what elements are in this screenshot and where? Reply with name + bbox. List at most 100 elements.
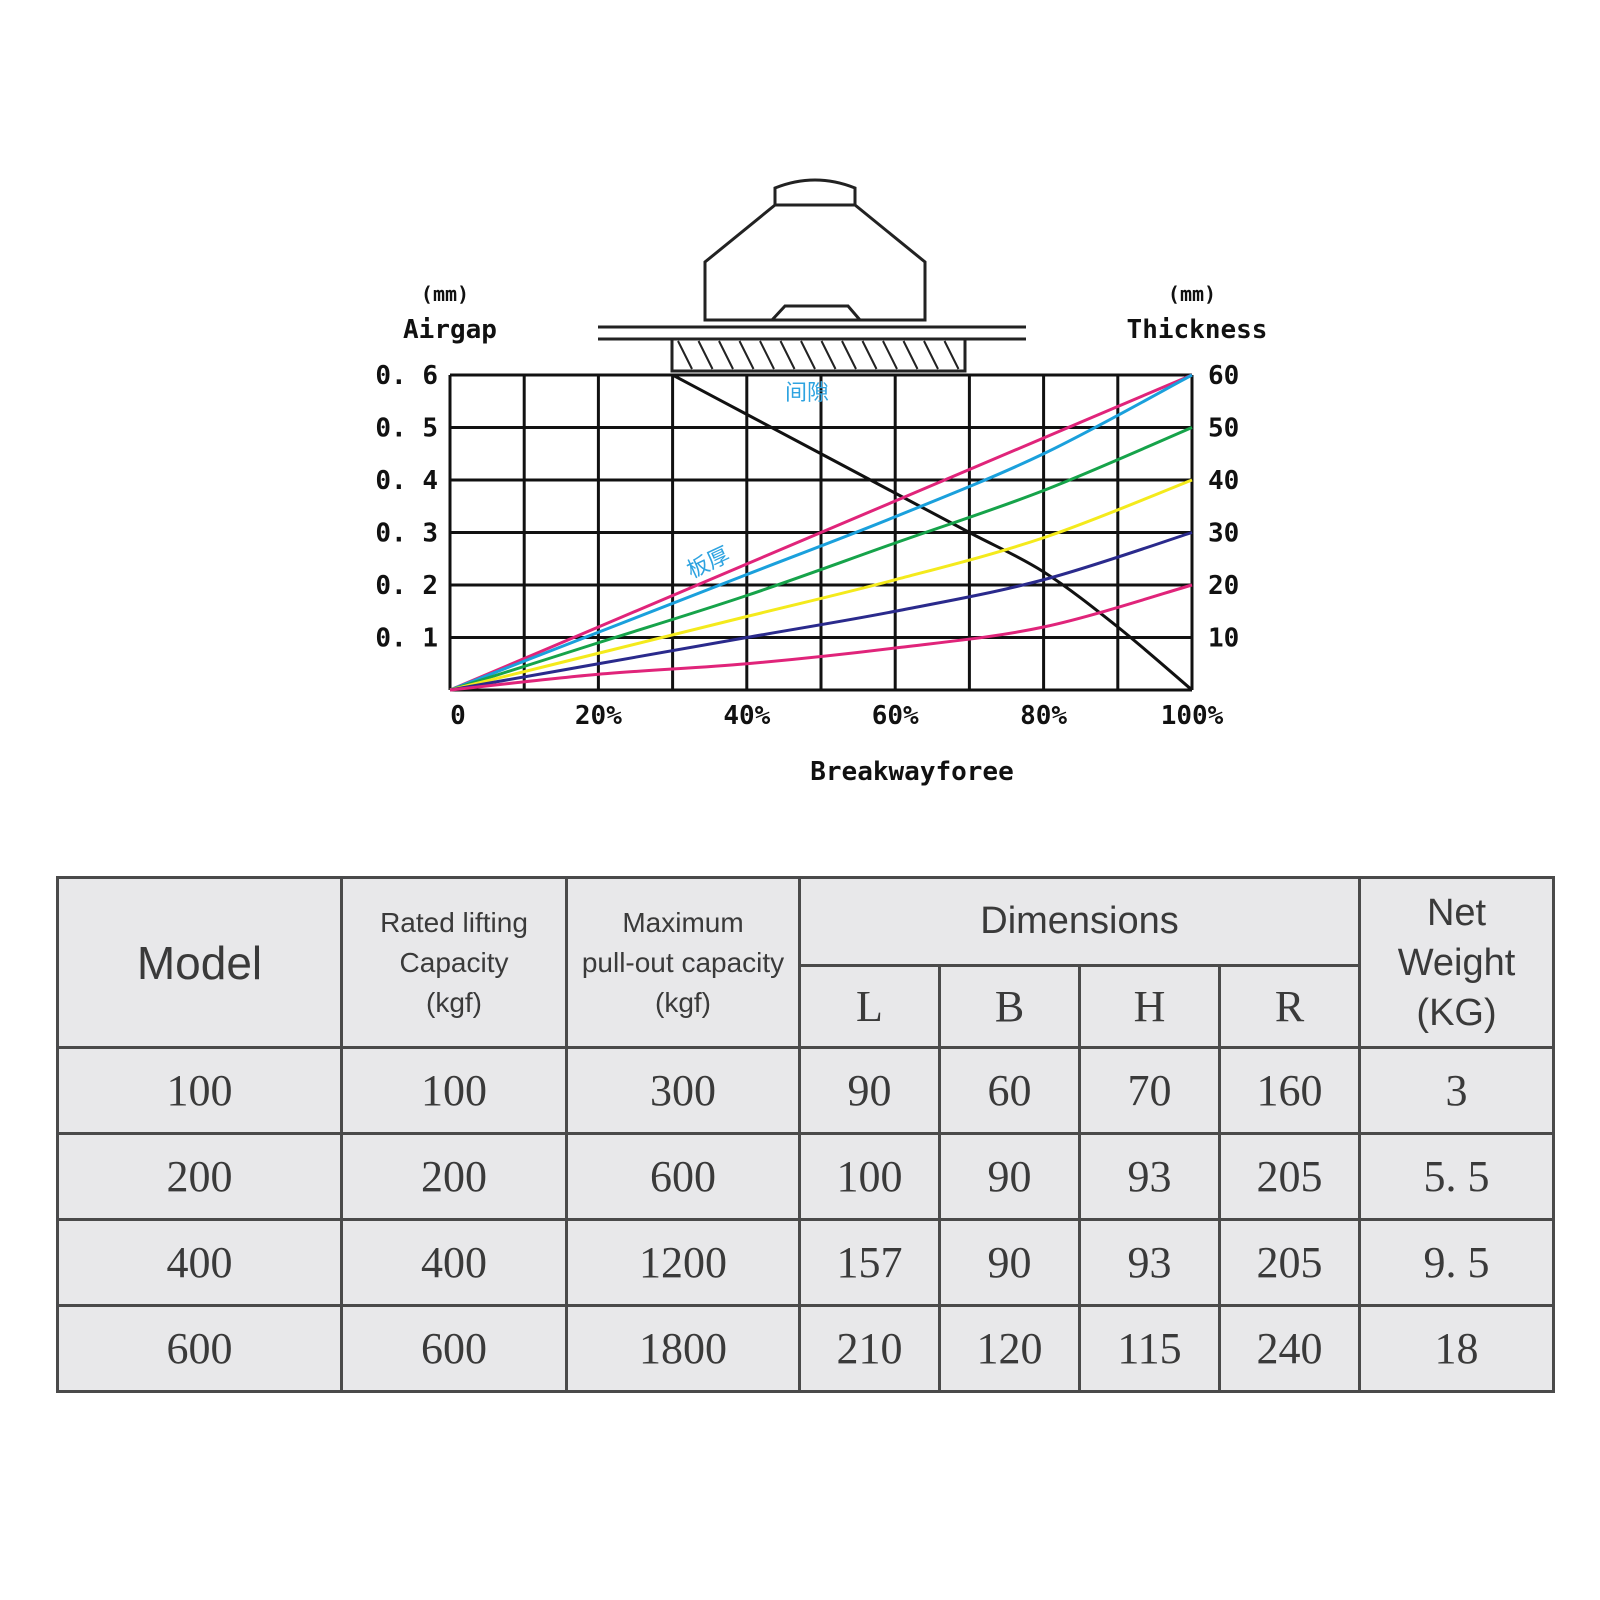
hatch-line [738,340,755,370]
header-maxpull-line-3: (kgf) [655,986,711,1018]
header-dim-h: H [1078,964,1221,1049]
cell-r: 240 [1217,1304,1362,1393]
hatch-lines [677,340,960,370]
header-dim-r: R [1217,964,1362,1049]
cell-rated: 400 [340,1218,568,1307]
header-dim-b: B [938,964,1081,1049]
cell-l: 157 [798,1218,941,1307]
header-weight-line-3: (KG) [1416,991,1497,1034]
chart-ticks: 0. 1 0. 2 0. 3 0. 4 0. 5 0. 6 10 20 30 40 50 60 0 20%… [375,361,1239,731]
x-axis-label: Breakwayforee [810,757,1014,787]
left-tick-label: 0. 3 [375,519,438,549]
cell-rated: 600 [340,1304,568,1393]
magnet-lifter-illustration [598,178,1026,373]
airgap-series-line [671,373,1193,692]
cell-b: 90 [938,1132,1081,1221]
header-maxpull-line-1: Maximum [622,906,744,938]
thickness-series-line [449,583,1193,692]
header-model: Model [56,876,343,1049]
cell-b: 120 [938,1304,1081,1393]
left-axis-label: Airgap [403,315,497,345]
cell-h: 93 [1078,1132,1221,1221]
cell-weight: 18 [1358,1304,1556,1393]
hatch-line [718,340,734,370]
cell-rated: 200 [340,1132,568,1221]
magnet-body [703,203,927,322]
chart: 0. 1 0. 2 0. 3 0. 4 0. 5 0. 6 10 20 30 40 50 60 0 20%… [375,178,1268,787]
cell-weight: 3 [1358,1046,1556,1135]
thickness-series-line [449,531,1193,692]
left-tick-label: 0. 5 [375,414,438,444]
cell-maxpull: 300 [565,1046,801,1135]
right-tick-label: 50 [1208,414,1239,444]
hatch-line [779,340,796,370]
cell-maxpull: 1200 [565,1218,801,1307]
table-row: 200 200 600 100 90 93 205 5. 5 [56,1132,1556,1221]
right-tick-label: 40 [1208,466,1239,496]
hatch-line [800,340,816,370]
header-rated-line-3: (kgf) [426,986,482,1018]
x-tick-label: 80% [1020,701,1067,731]
hatch-line [902,340,919,370]
header-weight-line-2: Weight [1397,941,1516,984]
cell-h: 70 [1078,1046,1221,1135]
right-axis-label: Thickness [1127,315,1268,345]
left-tick-label: 0. 2 [375,571,438,601]
cell-b: 90 [938,1218,1081,1307]
thickness-series-line [449,373,1193,692]
cell-r: 205 [1217,1132,1362,1221]
thickness-series-line [449,373,1193,692]
thickness-series-line [449,478,1193,692]
magnet-knob [773,178,857,205]
thickness-annotation: 板厚 [683,543,733,584]
header-rated-capacity: Rated lifting Capacity (kgf) [340,876,568,1049]
cell-l: 100 [798,1132,941,1221]
cell-model: 400 [56,1218,343,1307]
cell-maxpull: 1800 [565,1304,801,1393]
header-net-weight: Net Weight (KG) [1358,876,1556,1049]
thickness-series-line [449,426,1193,692]
cell-model: 100 [56,1046,343,1135]
hatched-plate [670,337,967,373]
cell-r: 205 [1217,1218,1362,1307]
table-row: 100 100 300 90 60 70 160 3 [56,1046,1556,1135]
header-row-2: L B H R [58,964,1554,1049]
header-rated-line-1: Rated lifting [380,906,528,938]
header-dimensions: Dimensions [797,876,1362,967]
magnet-foot [770,304,862,322]
cell-weight: 5. 5 [1358,1132,1556,1221]
header-max-pullout: Maximum pull-out capacity (kgf) [565,876,801,1049]
x-tick-label: 60% [872,701,919,731]
header-maxpull-line-2: pull-out capacity [581,946,785,978]
cell-h: 115 [1078,1304,1221,1393]
left-axis-unit: (mm) [421,282,469,306]
cell-maxpull: 600 [565,1132,801,1221]
table-row: 600 600 1800 210 120 115 240 18 [56,1304,1556,1393]
header-dim-l: L [798,964,941,1049]
hatch-line [861,340,878,370]
cell-r: 160 [1217,1046,1362,1135]
hatch-line [697,340,714,370]
header-rated-line-2: Capacity [399,946,509,978]
header-row-1: Model Rated lifting Capacity (kgf) Maxim… [56,876,1556,1049]
airgap-annotation: 间隙 [785,381,829,406]
right-tick-label: 60 [1208,361,1239,391]
x-tick-label: 100% [1161,701,1224,731]
x-tick-label: 0 [450,701,466,731]
chart-series [449,373,1193,692]
right-tick-label: 30 [1208,519,1239,549]
hatch-line [923,340,939,370]
cell-l: 90 [798,1046,941,1135]
cell-model: 200 [56,1132,343,1221]
cell-model: 600 [56,1304,343,1393]
header-weight-line-1: Net [1426,891,1487,934]
hatch-line [677,340,693,370]
cell-rated: 100 [340,1046,568,1135]
hatch-line [943,340,960,370]
left-tick-label: 0. 4 [375,466,438,496]
right-tick-label: 10 [1208,624,1239,654]
right-axis-unit: (mm) [1168,282,1216,306]
left-tick-label: 0. 6 [375,361,438,391]
hatch-line [841,340,857,370]
cell-b: 60 [938,1046,1081,1135]
